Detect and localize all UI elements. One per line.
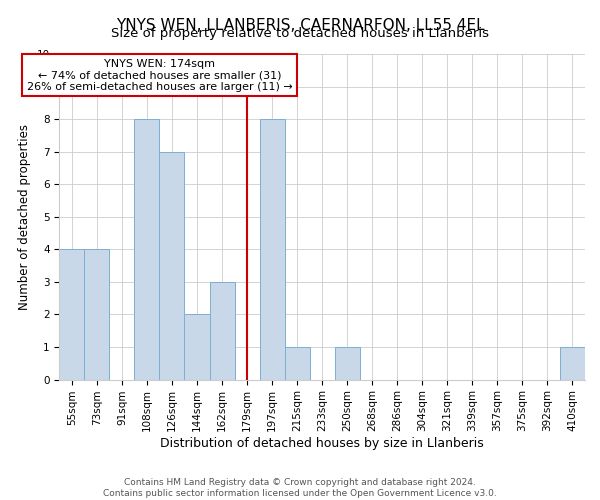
Bar bbox=[134, 119, 160, 380]
Bar bbox=[284, 347, 310, 380]
Bar bbox=[560, 347, 585, 380]
Y-axis label: Number of detached properties: Number of detached properties bbox=[18, 124, 31, 310]
Bar bbox=[85, 250, 109, 380]
Text: Size of property relative to detached houses in Llanberis: Size of property relative to detached ho… bbox=[111, 28, 489, 40]
Bar bbox=[59, 250, 85, 380]
X-axis label: Distribution of detached houses by size in Llanberis: Distribution of detached houses by size … bbox=[160, 437, 484, 450]
Text: Contains HM Land Registry data © Crown copyright and database right 2024.
Contai: Contains HM Land Registry data © Crown c… bbox=[103, 478, 497, 498]
Bar bbox=[184, 314, 209, 380]
Bar bbox=[260, 119, 284, 380]
Bar bbox=[209, 282, 235, 380]
Text: YNYS WEN: 174sqm
← 74% of detached houses are smaller (31)
26% of semi-detached : YNYS WEN: 174sqm ← 74% of detached house… bbox=[26, 58, 292, 92]
Bar bbox=[160, 152, 184, 380]
Bar bbox=[335, 347, 360, 380]
Text: YNYS WEN, LLANBERIS, CAERNARFON, LL55 4EL: YNYS WEN, LLANBERIS, CAERNARFON, LL55 4E… bbox=[116, 18, 484, 32]
